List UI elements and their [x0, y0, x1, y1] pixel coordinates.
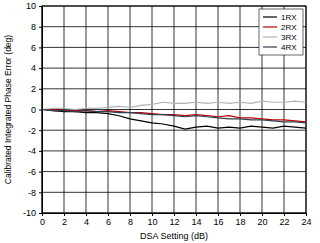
- y-tick-label: -2: [28, 126, 36, 136]
- y-tick: 6: [31, 43, 42, 53]
- legend-box: [259, 9, 303, 55]
- y-tick-label: 10: [26, 1, 36, 11]
- y-tick: 0: [31, 105, 42, 115]
- y-tick: 4: [31, 63, 42, 73]
- legend-label: 4RX: [281, 43, 297, 52]
- y-axis-title: Calibrated Integrated Phase Error (deg): [3, 35, 13, 184]
- x-tick-label: 0: [40, 217, 45, 227]
- x-tick: 0: [40, 213, 45, 227]
- y-tick-label: -8: [28, 188, 36, 198]
- y-axis: -10 -8 -6 -4 -2 0 2 4 6 8 10: [23, 1, 43, 218]
- y-tick-label: -10: [23, 208, 36, 218]
- x-tick-label: 20: [257, 217, 267, 227]
- series-line: [42, 110, 306, 130]
- x-tick: 22: [279, 213, 289, 227]
- y-tick-label: 6: [31, 43, 36, 53]
- y-tick: 10: [26, 1, 42, 11]
- y-tick-label: -4: [28, 146, 36, 156]
- y-tick: -2: [28, 126, 42, 136]
- x-tick-label: 8: [128, 217, 133, 227]
- legend-label: 1RX: [281, 13, 297, 22]
- series-line: [42, 110, 306, 123]
- x-tick-label: 6: [106, 217, 111, 227]
- y-tick-label: 0: [31, 105, 36, 115]
- y-tick-label: 4: [31, 63, 36, 73]
- x-tick-label: 2: [62, 217, 67, 227]
- plot: 024681012141618202224-10-8-6-4-202468101…: [23, 1, 312, 227]
- y-tick-label: 8: [31, 22, 36, 32]
- x-tick: 14: [191, 213, 201, 227]
- x-tick: 18: [235, 213, 245, 227]
- x-tick: 20: [257, 213, 267, 227]
- grid-line-y: [42, 68, 306, 69]
- x-tick-label: 14: [191, 217, 201, 227]
- x-tick-label: 4: [84, 217, 89, 227]
- x-tick: 12: [169, 213, 179, 227]
- legend-swatch: [263, 46, 277, 47]
- plot-frame: [42, 6, 306, 213]
- x-tick: 16: [213, 213, 223, 227]
- y-tick: 8: [31, 22, 42, 32]
- y-tick-label: 2: [31, 84, 36, 94]
- x-axis: 024681012141618202224: [40, 213, 312, 227]
- x-tick-label: 16: [213, 217, 223, 227]
- x-tick-label: 12: [169, 217, 179, 227]
- chart: 024681012141618202224-10-8-6-4-202468101…: [0, 0, 320, 243]
- x-tick-label: 18: [235, 217, 245, 227]
- x-tick-label: 10: [147, 217, 157, 227]
- x-tick-label: 24: [301, 217, 311, 227]
- x-tick: 6: [106, 213, 111, 227]
- grid-line-y: [42, 130, 306, 131]
- grid-line-y: [42, 88, 306, 89]
- grid-line-y: [42, 171, 306, 172]
- grid-line-y: [42, 192, 306, 193]
- legend-swatch: [263, 16, 277, 17]
- y-tick-label: -6: [28, 167, 36, 177]
- x-axis-title: DSA Setting (dB): [140, 231, 208, 241]
- legend: 1RX2RX3RX4RX: [259, 9, 303, 55]
- legend-swatch: [263, 26, 277, 27]
- legend-label: 3RX: [281, 33, 297, 42]
- legend-label: 2RX: [281, 23, 297, 32]
- x-tick: 10: [147, 213, 157, 227]
- x-tick: 4: [84, 213, 89, 227]
- y-tick: -10: [23, 208, 42, 218]
- y-tick: -4: [28, 146, 42, 156]
- y-tick: -8: [28, 188, 42, 198]
- x-axis-line: [43, 214, 307, 217]
- grid: [42, 6, 306, 213]
- x-tick: 2: [62, 213, 67, 227]
- grid-line-y: [42, 150, 306, 151]
- series-line: [42, 101, 306, 109]
- y-tick: 2: [31, 84, 42, 94]
- x-tick-label: 22: [279, 217, 289, 227]
- x-tick: 24: [301, 213, 311, 227]
- x-tick: 8: [128, 213, 133, 227]
- legend-swatch: [263, 36, 277, 37]
- y-tick: -6: [28, 167, 42, 177]
- plot-background: [42, 6, 306, 213]
- series-lines: [42, 101, 306, 129]
